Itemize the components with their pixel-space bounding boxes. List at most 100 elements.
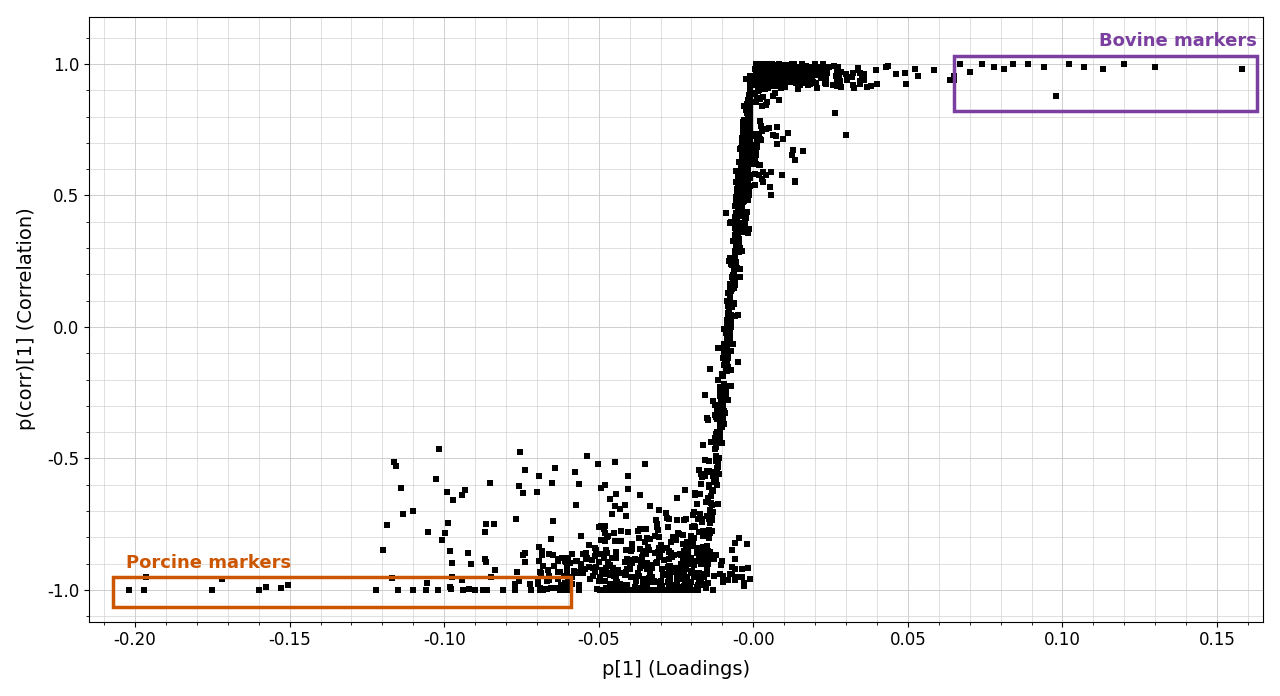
Point [772,67,792,78]
Point [740,95,760,106]
Point [765,80,786,91]
Point [684,532,704,544]
Point [703,395,723,406]
Point [746,62,767,73]
Point [732,147,753,158]
Point [653,569,673,580]
Point [787,77,808,88]
Point [782,72,803,83]
Point [733,122,754,133]
Point [662,532,682,543]
Point [736,122,756,133]
Point [603,570,623,581]
Point [812,69,832,80]
Point [388,585,408,596]
Point [718,301,739,312]
Point [771,73,791,84]
Point [696,530,717,541]
Point [746,77,767,88]
Point [737,139,758,150]
Point [735,166,755,177]
Point [778,62,799,73]
Point [733,127,754,138]
Point [556,585,576,596]
Point [539,574,559,585]
Point [632,584,653,595]
Point [713,323,733,334]
Point [673,569,694,580]
Point [746,65,767,76]
Point [760,70,781,81]
Point [727,194,748,205]
Point [506,585,526,596]
Point [746,159,767,170]
Point [749,68,769,79]
Point [596,569,617,580]
Point [760,70,781,81]
Point [721,258,741,269]
Point [529,470,549,482]
Point [751,60,772,71]
Point [727,189,748,200]
Point [785,58,805,70]
Point [730,193,750,205]
Point [777,69,797,80]
Point [844,79,864,90]
Point [658,522,678,533]
Point [562,578,582,590]
Point [774,64,795,75]
Point [723,299,744,310]
Point [442,557,462,569]
Point [777,65,797,76]
Point [740,94,760,105]
Point [724,574,745,585]
Point [645,515,666,526]
Point [758,74,778,86]
Point [590,585,611,596]
Point [685,569,705,580]
Point [740,95,760,106]
Point [740,127,760,139]
Point [735,153,755,164]
Point [739,149,759,160]
Point [454,485,475,496]
Point [806,68,827,79]
Point [621,585,641,596]
Point [772,77,792,88]
Point [713,352,733,363]
Point [732,133,753,144]
Point [737,135,758,146]
Point [723,255,744,266]
Point [559,557,580,569]
Point [772,170,792,181]
Point [756,59,777,70]
Point [730,195,750,206]
Point [558,576,579,587]
Point [558,580,579,592]
Point [617,579,637,590]
Point [705,450,726,461]
Point [740,81,760,93]
Point [631,557,652,569]
Point [595,585,616,596]
Point [758,66,778,77]
Point [773,68,794,79]
Point [634,585,654,596]
Point [529,555,549,567]
Point [774,64,795,75]
Point [710,399,731,410]
Point [690,509,710,520]
Point [763,59,783,70]
Point [751,61,772,72]
Point [703,507,723,518]
Point [684,557,704,569]
Point [750,116,771,127]
Point [714,347,735,358]
Point [774,72,795,84]
Point [699,524,719,535]
Point [829,76,850,87]
Point [755,63,776,74]
Point [699,465,719,476]
Point [721,216,741,228]
Point [721,381,741,392]
